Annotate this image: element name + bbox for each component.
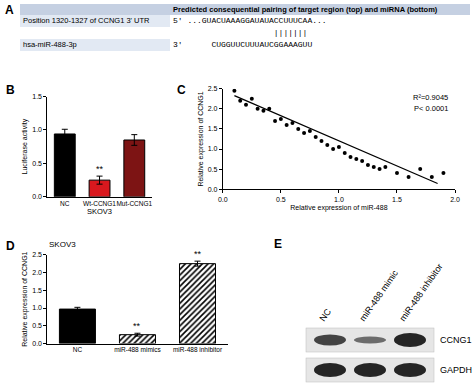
html-text:Predicted consequential pairin: Predicted consequential pairing of targe…: [173, 5, 438, 14]
svg-text:B: B: [6, 83, 15, 97]
svg-text:2.5: 2.5: [32, 251, 42, 258]
svg-text:0.0: 0.0: [32, 193, 42, 200]
svg-text:Mut-CCNG1: Mut-CCNG1: [116, 200, 152, 207]
svg-text:miR-488 mimics: miR-488 mimics: [114, 346, 161, 353]
svg-text:Relative expression of CCNG1: Relative expression of CCNG1: [197, 91, 205, 186]
svg-text:Relative expression of CCNG1: Relative expression of CCNG1: [21, 251, 29, 346]
svg-text:miR-488 inhibitor: miR-488 inhibitor: [397, 262, 444, 323]
svg-text:Relative expression of miR-488: Relative expression of miR-488: [290, 204, 387, 212]
svg-text:**: **: [194, 249, 202, 259]
html-text:3' CUGGUUCUUUAUCGGAAAGUU: 3' CUGGUUCUUUAUCGGAAAGUU: [173, 40, 313, 49]
html-text:hsa-miR-488-3p: hsa-miR-488-3p: [23, 40, 77, 49]
svg-text:0.5: 0.5: [32, 160, 42, 167]
svg-text:D: D: [6, 239, 15, 253]
svg-text:1.0: 1.0: [32, 126, 42, 133]
svg-text:1.5: 1.5: [392, 196, 402, 203]
svg-text:1.0: 1.0: [208, 145, 218, 152]
svg-text:SKOV3: SKOV3: [87, 207, 112, 216]
svg-text:0.5: 0.5: [32, 322, 42, 329]
svg-text:E: E: [274, 237, 282, 251]
svg-text:0.5: 0.5: [276, 196, 286, 203]
svg-text:**: **: [133, 321, 141, 331]
svg-text:0.0: 0.0: [218, 196, 228, 203]
svg-text:NC: NC: [317, 306, 333, 323]
svg-text:SKOV3: SKOV3: [49, 240, 76, 249]
svg-text:1.5: 1.5: [32, 287, 42, 294]
svg-text:P< 0.0001: P< 0.0001: [414, 104, 448, 113]
svg-text:1.5: 1.5: [32, 93, 42, 100]
svg-text:Wt-CCNG1: Wt-CCNG1: [83, 200, 116, 207]
svg-text:miR-488 inhibitor: miR-488 inhibitor: [173, 346, 223, 353]
svg-text:**: **: [96, 164, 104, 174]
html-text:Position 1320-1327 of CCNG1 3': Position 1320-1327 of CCNG1 3' UTR: [23, 16, 150, 25]
svg-text:2.0: 2.0: [32, 269, 42, 276]
svg-text:NC: NC: [73, 346, 83, 353]
svg-text:0.5: 0.5: [208, 166, 218, 173]
svg-text:1.0: 1.0: [32, 304, 42, 311]
svg-text:2.0: 2.0: [208, 105, 218, 112]
svg-text:0.0: 0.0: [208, 186, 218, 193]
html-text:A: A: [5, 3, 14, 17]
svg-text:Luciferase activity: Luciferase activity: [21, 118, 29, 174]
svg-text:0.0: 0.0: [32, 340, 42, 347]
svg-text:NC: NC: [60, 200, 70, 207]
svg-text:2.0: 2.0: [450, 196, 460, 203]
svg-text:C: C: [177, 83, 186, 97]
svg-text:R²=0.9045: R²=0.9045: [413, 93, 448, 102]
svg-text:2.5: 2.5: [208, 85, 218, 92]
svg-text:1.0: 1.0: [334, 196, 344, 203]
svg-text:GAPDH: GAPDH: [440, 365, 472, 375]
svg-text:1.5: 1.5: [208, 125, 218, 132]
svg-text:CCNG1: CCNG1: [440, 335, 472, 345]
svg-text:miR-488 mimic: miR-488 mimic: [357, 268, 400, 323]
html-text:5' ...GUACUAAAGGAUAUACCUUUCAA.: 5' ...GUACUAAAGGAUAUACCUUUCAA...: [173, 16, 327, 25]
